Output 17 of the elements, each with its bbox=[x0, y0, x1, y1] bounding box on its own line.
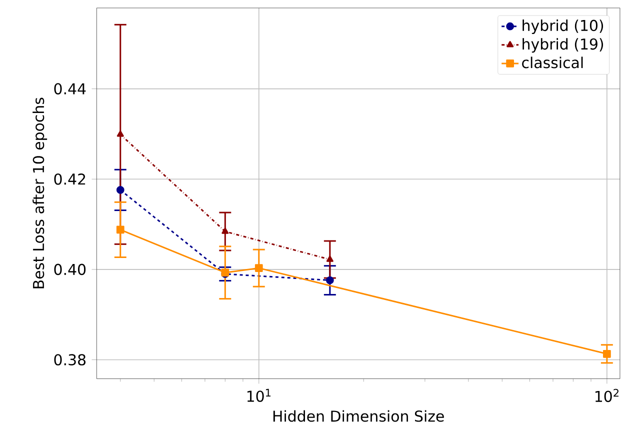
point bbox=[116, 130, 124, 137]
point bbox=[326, 256, 334, 262]
y-tick-label: 0.42 bbox=[54, 174, 86, 185]
point bbox=[222, 228, 229, 234]
y-tick-label: 0.38 bbox=[54, 354, 86, 366]
legend-label: classical bbox=[522, 56, 583, 68]
point bbox=[116, 226, 124, 234]
legend-label: hybrid (10) bbox=[522, 20, 604, 34]
point bbox=[326, 276, 334, 284]
x-axis-title: Hidden Dimension Size bbox=[273, 410, 444, 422]
y-tick-label: 0.40 bbox=[54, 264, 86, 276]
legend-label: hybrid (19) bbox=[522, 38, 604, 53]
x-tick-label: 10$^{1}$ bbox=[247, 389, 271, 402]
point bbox=[116, 186, 124, 194]
y-tick-label: 0.44 bbox=[54, 83, 86, 95]
y-axis-title: Best Loss after 10 epochs bbox=[32, 98, 48, 288]
x-tick-label: 10$^{2}$ bbox=[595, 389, 618, 402]
